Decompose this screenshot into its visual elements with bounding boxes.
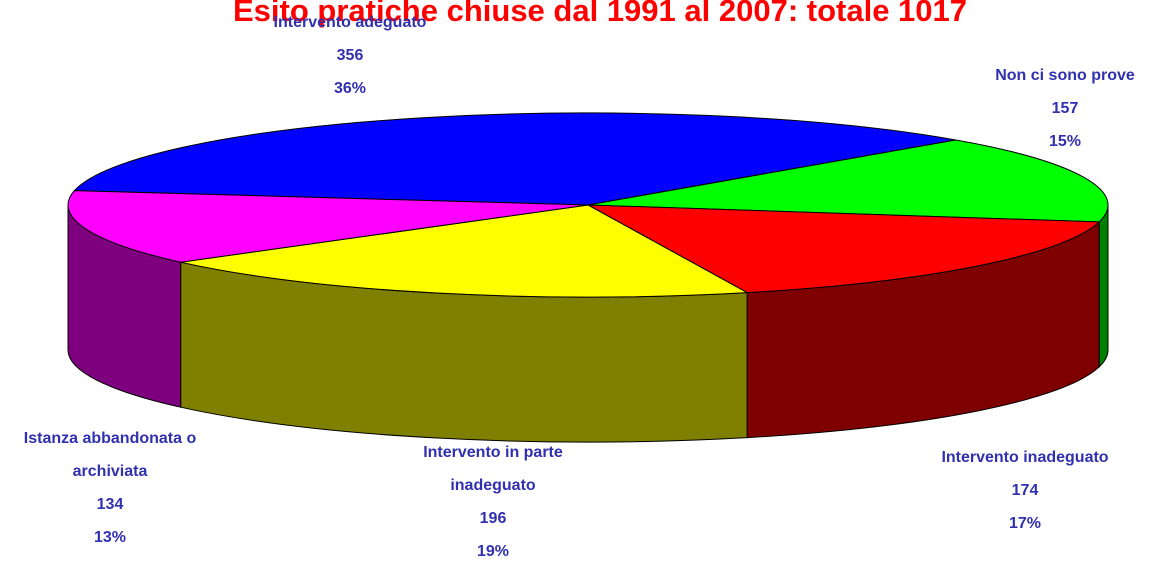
percent-label: 15% xyxy=(1048,133,1082,150)
category-label: Intervento inadeguato xyxy=(941,449,1109,466)
value-label: 356 xyxy=(336,47,364,64)
slice-label: Istanza abbandonata o archiviata 134 13% xyxy=(3,422,218,554)
percent-label: 19% xyxy=(476,543,510,560)
category-label: Intervento in parte inadeguato xyxy=(423,444,563,494)
value-label: 196 xyxy=(479,510,507,527)
chart-title: Esito pratiche chiuse dal 1991 al 2007: … xyxy=(233,0,967,28)
value-label: 157 xyxy=(1051,100,1079,117)
category-label: Istanza abbandonata o archiviata xyxy=(23,430,197,480)
slice-label: Intervento inadeguato 174 17% xyxy=(895,441,1155,540)
category-label: Non ci sono prove xyxy=(995,67,1135,84)
slice-label: Non ci sono prove 157 15% xyxy=(955,59,1157,158)
pie-slice xyxy=(587,139,1109,223)
category-label: Intervento adeguato xyxy=(273,14,427,31)
pie-slice xyxy=(67,190,589,263)
value-label: 174 xyxy=(1011,482,1039,499)
pie-slice xyxy=(180,204,749,298)
value-label: 134 xyxy=(96,496,124,513)
slice-label: Intervento adeguato 356 36% xyxy=(220,6,480,105)
pie-slice xyxy=(73,112,956,206)
pie-slice xyxy=(587,204,1101,294)
percent-label: 36% xyxy=(333,80,367,97)
percent-label: 17% xyxy=(1008,515,1042,532)
percent-label: 13% xyxy=(93,529,127,546)
slice-label: Intervento in parte inadeguato 196 19% xyxy=(398,436,588,561)
pie-side xyxy=(1098,204,1109,369)
